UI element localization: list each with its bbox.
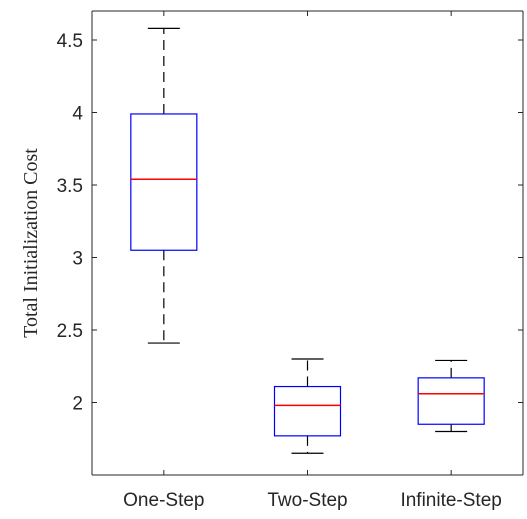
box-iqr bbox=[273, 385, 342, 437]
y-tick-label: 2 bbox=[72, 394, 83, 415]
y-tick-label: 4 bbox=[72, 104, 83, 125]
box-iqr bbox=[130, 113, 198, 251]
x-tick-label: Infinite-Step bbox=[400, 490, 501, 511]
y-tick-label: 3 bbox=[72, 249, 83, 270]
y-tick-label: 2.5 bbox=[57, 321, 83, 342]
x-tick-label: Two-Step bbox=[267, 490, 347, 511]
y-tick-label: 3.5 bbox=[57, 176, 83, 197]
box-iqr bbox=[417, 377, 485, 425]
y-axis-label: Total Initialization Cost bbox=[20, 148, 42, 338]
y-tick-label: 4.5 bbox=[57, 31, 83, 52]
x-tick-label: One-Step bbox=[123, 490, 204, 511]
